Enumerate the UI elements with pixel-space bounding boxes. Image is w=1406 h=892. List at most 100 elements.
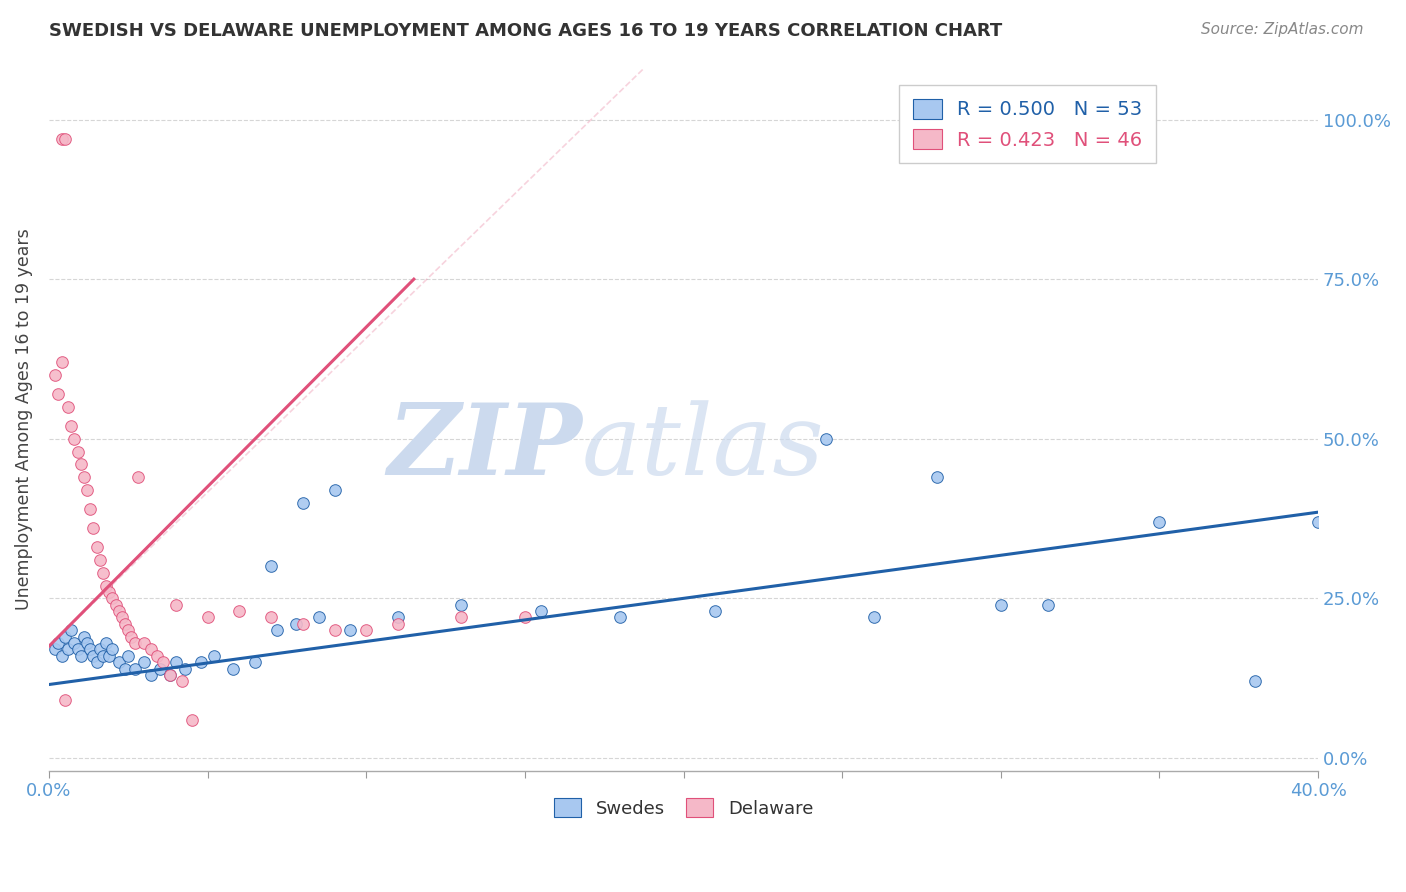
Point [134, 655, 156, 669]
Point [114, 662, 136, 676]
Point [172, 674, 194, 689]
Point [114, 616, 136, 631]
Point [704, 604, 727, 618]
Point [513, 610, 536, 624]
Point [266, 624, 288, 638]
Point [66, 444, 89, 458]
Point [63, 432, 86, 446]
Legend: Swedes, Delaware: Swedes, Delaware [547, 791, 820, 825]
Point [450, 610, 472, 624]
Point [285, 616, 308, 631]
Point [863, 610, 886, 624]
Point [82, 521, 104, 535]
Point [134, 636, 156, 650]
Point [291, 616, 314, 631]
Point [387, 616, 409, 631]
Point [159, 668, 181, 682]
Point [44, 368, 66, 382]
Point [51, 648, 73, 663]
Point [107, 604, 129, 618]
Point [990, 598, 1012, 612]
Text: atlas: atlas [582, 400, 825, 495]
Point [222, 662, 245, 676]
Point [51, 132, 73, 146]
Point [139, 642, 162, 657]
Point [66, 642, 89, 657]
Point [165, 598, 187, 612]
Point [308, 610, 330, 624]
Point [60, 624, 83, 638]
Point [152, 655, 174, 669]
Point [1308, 515, 1330, 529]
Point [79, 502, 101, 516]
Point [245, 655, 267, 669]
Text: Source: ZipAtlas.com: Source: ZipAtlas.com [1201, 22, 1364, 37]
Point [121, 630, 143, 644]
Point [530, 604, 553, 618]
Point [89, 553, 111, 567]
Point [387, 610, 409, 624]
Point [165, 655, 187, 669]
Point [450, 598, 472, 612]
Point [228, 604, 250, 618]
Point [927, 470, 949, 484]
Point [48, 387, 70, 401]
Point [91, 566, 114, 580]
Point [1149, 515, 1171, 529]
Point [101, 591, 124, 606]
Point [56, 642, 79, 657]
Point [1243, 674, 1265, 689]
Point [60, 419, 83, 434]
Point [53, 132, 76, 146]
Point [139, 668, 162, 682]
Point [94, 578, 117, 592]
Point [1038, 598, 1060, 612]
Point [44, 642, 66, 657]
Point [197, 610, 219, 624]
Point [86, 655, 108, 669]
Point [323, 483, 346, 497]
Point [51, 355, 73, 369]
Point [190, 655, 212, 669]
Point [104, 598, 127, 612]
Point [94, 636, 117, 650]
Point [356, 624, 378, 638]
Point [127, 470, 149, 484]
Point [79, 642, 101, 657]
Point [609, 610, 631, 624]
Y-axis label: Unemployment Among Ages 16 to 19 years: Unemployment Among Ages 16 to 19 years [15, 228, 32, 610]
Point [91, 648, 114, 663]
Point [89, 642, 111, 657]
Point [69, 458, 91, 472]
Point [117, 624, 139, 638]
Point [124, 662, 146, 676]
Point [815, 432, 838, 446]
Point [101, 642, 124, 657]
Point [260, 559, 283, 574]
Point [76, 636, 98, 650]
Point [98, 648, 121, 663]
Point [48, 636, 70, 650]
Text: SWEDISH VS DELAWARE UNEMPLOYMENT AMONG AGES 16 TO 19 YEARS CORRELATION CHART: SWEDISH VS DELAWARE UNEMPLOYMENT AMONG A… [49, 22, 1002, 40]
Point [82, 648, 104, 663]
Point [76, 483, 98, 497]
Point [159, 668, 181, 682]
Point [180, 713, 202, 727]
Text: ZIP: ZIP [387, 400, 582, 496]
Point [86, 541, 108, 555]
Point [323, 624, 346, 638]
Point [107, 655, 129, 669]
Point [149, 662, 172, 676]
Point [202, 648, 225, 663]
Point [73, 630, 96, 644]
Point [260, 610, 283, 624]
Point [117, 648, 139, 663]
Point [56, 400, 79, 414]
Point [53, 630, 76, 644]
Point [124, 636, 146, 650]
Point [69, 648, 91, 663]
Point [111, 610, 134, 624]
Point [98, 585, 121, 599]
Point [63, 636, 86, 650]
Point [174, 662, 197, 676]
